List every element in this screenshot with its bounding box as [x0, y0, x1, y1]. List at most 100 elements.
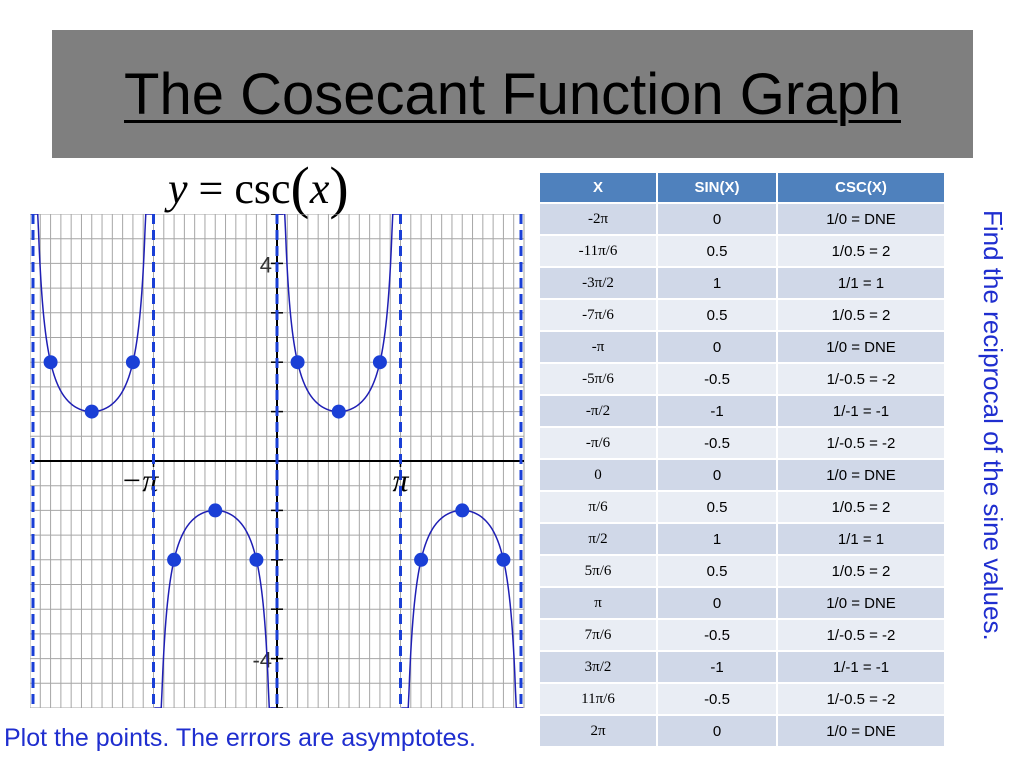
data-point [414, 552, 429, 567]
cell-x: -π/6 [538, 426, 658, 460]
cell-csc: 1/-1 = -1 [776, 650, 946, 684]
cell-sin: -0.5 [656, 362, 778, 396]
cell-sin: -0.5 [656, 682, 778, 716]
table-row: 7π/6 -0.5 1/-0.5 = -2 [538, 618, 946, 652]
y-tick-label: 4 [260, 252, 272, 277]
cell-x: 11π/6 [538, 682, 658, 716]
data-point [208, 503, 223, 518]
cell-x: π/6 [538, 490, 658, 524]
cosecant-graph: 4-4−ππ [30, 214, 525, 708]
cell-csc: 1/0 = DNE [776, 458, 946, 492]
cell-x: 5π/6 [538, 554, 658, 588]
cell-x: -π [538, 330, 658, 364]
equation-open-paren: ( [290, 155, 310, 220]
cell-sin: 0 [656, 330, 778, 364]
data-point [167, 552, 182, 567]
table-body: -2π 0 1/0 = DNE -11π/6 0.5 1/0.5 = 2 -3π/2 1 1/1… [538, 202, 946, 748]
equation-close-paren: ) [329, 155, 349, 220]
equation-equals: = [198, 164, 224, 213]
table-row: 0 0 1/0 = DNE [538, 458, 946, 492]
cell-sin: 0.5 [656, 490, 778, 524]
table-row: -11π/6 0.5 1/0.5 = 2 [538, 234, 946, 268]
cell-x: -2π [538, 202, 658, 236]
cell-csc: 1/0 = DNE [776, 330, 946, 364]
cell-sin: 0 [656, 202, 778, 236]
data-point [455, 503, 470, 518]
cell-csc: 1/0 = DNE [776, 714, 946, 748]
cell-csc: 1/-0.5 = -2 [776, 682, 946, 716]
cell-csc: 1/1 = 1 [776, 266, 946, 300]
table-row: π/2 1 1/1 = 1 [538, 522, 946, 556]
table-row: -π/6 -0.5 1/-0.5 = -2 [538, 426, 946, 460]
equation-argument: x [309, 164, 330, 213]
cell-csc: 1/0.5 = 2 [776, 554, 946, 588]
cell-sin: 0.5 [656, 298, 778, 332]
cell-x: -π/2 [538, 394, 658, 428]
table-row: π/6 0.5 1/0.5 = 2 [538, 490, 946, 524]
table-row: 3π/2 -1 1/-1 = -1 [538, 650, 946, 684]
cell-csc: 1/-1 = -1 [776, 394, 946, 428]
table-row: -π/2 -1 1/-1 = -1 [538, 394, 946, 428]
values-table: X SIN(X) CSC(X) -2π 0 1/0 = DNE -11π/6 0.5 1/… [538, 171, 946, 748]
cell-x: 2π [538, 714, 658, 748]
cell-sin: -1 [656, 650, 778, 684]
cell-sin: -0.5 [656, 426, 778, 460]
table-row: π 0 1/0 = DNE [538, 586, 946, 620]
cell-x: 0 [538, 458, 658, 492]
table-row: 11π/6 -0.5 1/-0.5 = -2 [538, 682, 946, 716]
data-point [84, 404, 99, 419]
cell-sin: 0.5 [656, 554, 778, 588]
equation-function: csc [234, 164, 291, 213]
cell-x: π [538, 586, 658, 620]
equation: y = csc(x) [168, 158, 349, 219]
table-header-row: X SIN(X) CSC(X) [538, 171, 946, 204]
slide-title: The Cosecant Function Graph [124, 61, 901, 127]
data-point [249, 552, 264, 567]
cell-csc: 1/0.5 = 2 [776, 490, 946, 524]
table-row: -7π/6 0.5 1/0.5 = 2 [538, 298, 946, 332]
cell-x: -7π/6 [538, 298, 658, 332]
cell-csc: 1/-0.5 = -2 [776, 618, 946, 652]
data-point [496, 552, 511, 567]
cell-x: π/2 [538, 522, 658, 556]
data-point [372, 355, 387, 370]
data-point [290, 355, 305, 370]
cell-sin: -1 [656, 394, 778, 428]
data-point [331, 404, 346, 419]
cell-x: -5π/6 [538, 362, 658, 396]
cell-csc: 1/-0.5 = -2 [776, 426, 946, 460]
footer-note: Plot the points. The errors are asymptot… [4, 724, 476, 752]
table-row: 2π 0 1/0 = DNE [538, 714, 946, 748]
header-sin: SIN(X) [656, 171, 778, 204]
cell-csc: 1/0 = DNE [776, 202, 946, 236]
side-note: Find the reciprocal of the sine values. [978, 210, 1008, 641]
header-csc: CSC(X) [776, 171, 946, 204]
table-row: -π 0 1/0 = DNE [538, 330, 946, 364]
cell-csc: 1/0.5 = 2 [776, 234, 946, 268]
cell-sin: 0.5 [656, 234, 778, 268]
cell-x: -11π/6 [538, 234, 658, 268]
cell-x: 7π/6 [538, 618, 658, 652]
cell-sin: 0 [656, 458, 778, 492]
cell-csc: 1/-0.5 = -2 [776, 362, 946, 396]
table-row: -5π/6 -0.5 1/-0.5 = -2 [538, 362, 946, 396]
cell-sin: -0.5 [656, 618, 778, 652]
table-row: -2π 0 1/0 = DNE [538, 202, 946, 236]
title-bar: The Cosecant Function Graph [52, 30, 973, 158]
cell-sin: 1 [656, 266, 778, 300]
cell-sin: 0 [656, 586, 778, 620]
cell-sin: 1 [656, 522, 778, 556]
table-row: -3π/2 1 1/1 = 1 [538, 266, 946, 300]
cell-x: -3π/2 [538, 266, 658, 300]
cell-csc: 1/1 = 1 [776, 522, 946, 556]
data-point [43, 355, 58, 370]
table-row: 5π/6 0.5 1/0.5 = 2 [538, 554, 946, 588]
y-tick-label: -4 [252, 648, 272, 673]
equation-lhs: y [168, 164, 188, 213]
cell-csc: 1/0 = DNE [776, 586, 946, 620]
cell-sin: 0 [656, 714, 778, 748]
data-point [125, 355, 140, 370]
cell-x: 3π/2 [538, 650, 658, 684]
cell-csc: 1/0.5 = 2 [776, 298, 946, 332]
header-x: X [538, 171, 658, 204]
